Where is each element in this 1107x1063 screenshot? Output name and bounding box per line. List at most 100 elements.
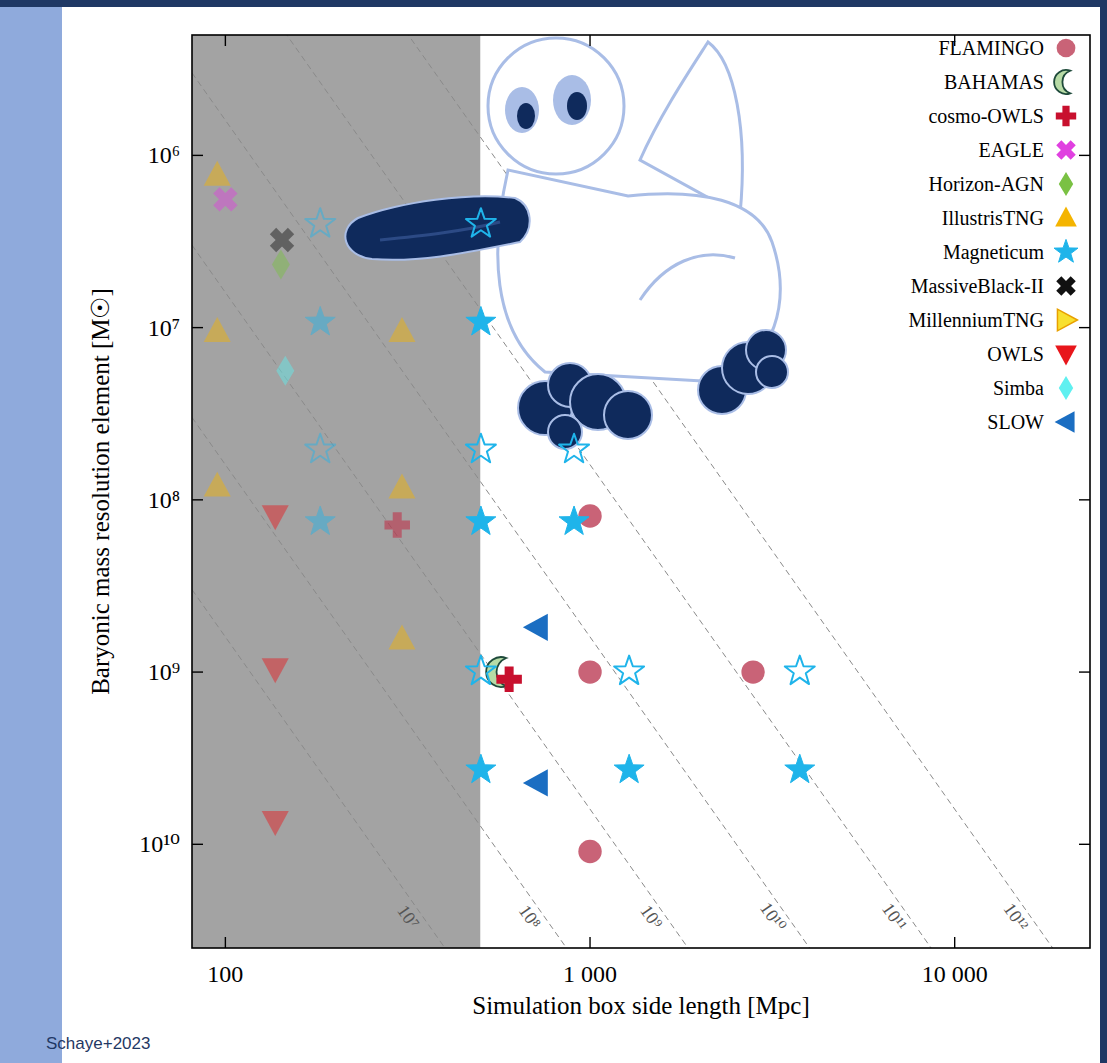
legend-label: BAHAMAS <box>944 71 1044 93</box>
legend-marker <box>1057 39 1076 58</box>
legend-marker <box>1055 345 1077 365</box>
legend-label: OWLS <box>987 343 1044 365</box>
page-panel <box>62 7 1100 1063</box>
y-tick-label: 10⁷ <box>148 315 180 341</box>
legend-marker <box>1057 309 1077 331</box>
x-tick <box>954 937 955 948</box>
reference-line-label: 10⁷ <box>393 901 423 932</box>
data-point <box>466 754 496 782</box>
y-tick <box>192 327 203 328</box>
data-point <box>741 660 764 683</box>
x-axis-title: Simulation box side length [Mpc] <box>472 992 809 1019</box>
legend-label: EAGLE <box>978 139 1044 161</box>
y-tick <box>1079 327 1090 328</box>
reference-line <box>192 35 1090 948</box>
data-point <box>384 512 410 538</box>
data-point <box>466 306 496 334</box>
data-point <box>204 317 231 342</box>
x-tick <box>589 937 590 948</box>
data-point <box>305 506 335 534</box>
duck-beak <box>345 196 529 260</box>
data-point <box>388 624 415 649</box>
x-tick-label: 10 000 <box>922 961 988 987</box>
y-tick-label: 10⁹ <box>148 659 180 685</box>
data-point <box>785 656 815 685</box>
data-point <box>523 769 548 796</box>
legend-marker <box>1055 207 1077 227</box>
legend-marker <box>1059 172 1073 196</box>
y-tick <box>192 499 203 500</box>
data-point <box>264 222 300 258</box>
reference-line <box>192 590 1090 948</box>
data-point <box>207 181 243 217</box>
data-point <box>305 208 335 236</box>
legend-marker <box>1055 411 1075 433</box>
data-point <box>466 434 496 462</box>
data-point <box>614 754 644 782</box>
legend-marker <box>1052 272 1081 301</box>
reference-line-label: 10¹¹ <box>878 899 911 934</box>
page-right-band <box>1100 0 1107 1063</box>
legend-label: MillenniumTNG <box>908 309 1044 331</box>
y-tick <box>1079 155 1090 156</box>
legend-marker <box>1054 70 1070 94</box>
duck-wing <box>640 42 742 215</box>
legend-label: MassiveBlack-II <box>911 275 1044 297</box>
source-credit: Schaye+2023 <box>46 1034 150 1053</box>
legend-label: Horizon-AGN <box>928 173 1044 195</box>
data-point <box>466 208 496 236</box>
y-tick <box>192 155 203 156</box>
duck-eye <box>505 87 539 133</box>
reference-line-label: 10⁸ <box>515 901 545 932</box>
data-point <box>466 506 496 534</box>
duck <box>345 38 788 449</box>
shaded-region <box>192 35 480 948</box>
y-axis-title: Baryonic mass resolution element [M☉] <box>87 288 114 695</box>
x-tick <box>225 35 226 46</box>
data-point <box>578 504 601 527</box>
duck-cloud <box>604 391 652 439</box>
data-point <box>305 306 335 334</box>
reference-line-label: 10¹⁰ <box>756 899 790 936</box>
data-point <box>262 505 289 530</box>
plot-frame <box>192 35 1090 948</box>
data-point <box>785 754 815 782</box>
legend-marker <box>1056 106 1076 126</box>
x-tick-label: 100 <box>207 961 243 987</box>
y-tick-label: 10⁸ <box>148 487 180 513</box>
data-point <box>578 840 601 863</box>
legend-label: SLOW <box>987 411 1044 433</box>
duck-pupil <box>567 92 587 120</box>
y-tick <box>1079 499 1090 500</box>
data-point <box>388 317 415 342</box>
page-frame <box>0 0 1107 1063</box>
data-point <box>523 614 548 641</box>
data-point <box>466 656 496 685</box>
reference-lines <box>192 35 1090 948</box>
x-tick <box>589 35 590 46</box>
data-point <box>559 434 589 462</box>
data-point <box>272 249 290 279</box>
reference-line-label: 10⁹ <box>636 901 666 932</box>
data-point <box>204 472 231 497</box>
legend-marker <box>1054 239 1078 262</box>
reference-line <box>192 35 1090 948</box>
y-tick <box>1079 671 1090 672</box>
legend-label: FLAMINGO <box>938 37 1044 59</box>
data-point <box>262 658 289 683</box>
data-point <box>276 356 294 386</box>
y-tick <box>192 671 203 672</box>
page-top-band <box>0 0 1107 7</box>
duck-head <box>488 38 624 174</box>
duck-wing-line <box>640 255 735 300</box>
chart: 10⁷10⁸10⁹10¹⁰10¹¹10¹²1001 00010 00010⁶10… <box>0 0 1107 1063</box>
y-tick <box>1079 844 1090 845</box>
legend-marker <box>1052 136 1081 165</box>
reference-line <box>192 417 1090 948</box>
reference-line <box>192 73 1090 948</box>
data-point <box>388 473 415 498</box>
legend-label: Magneticum <box>943 241 1045 264</box>
duck-eye <box>553 75 591 125</box>
data-points <box>204 161 815 863</box>
y-tick-label: 10⁶ <box>148 142 180 168</box>
